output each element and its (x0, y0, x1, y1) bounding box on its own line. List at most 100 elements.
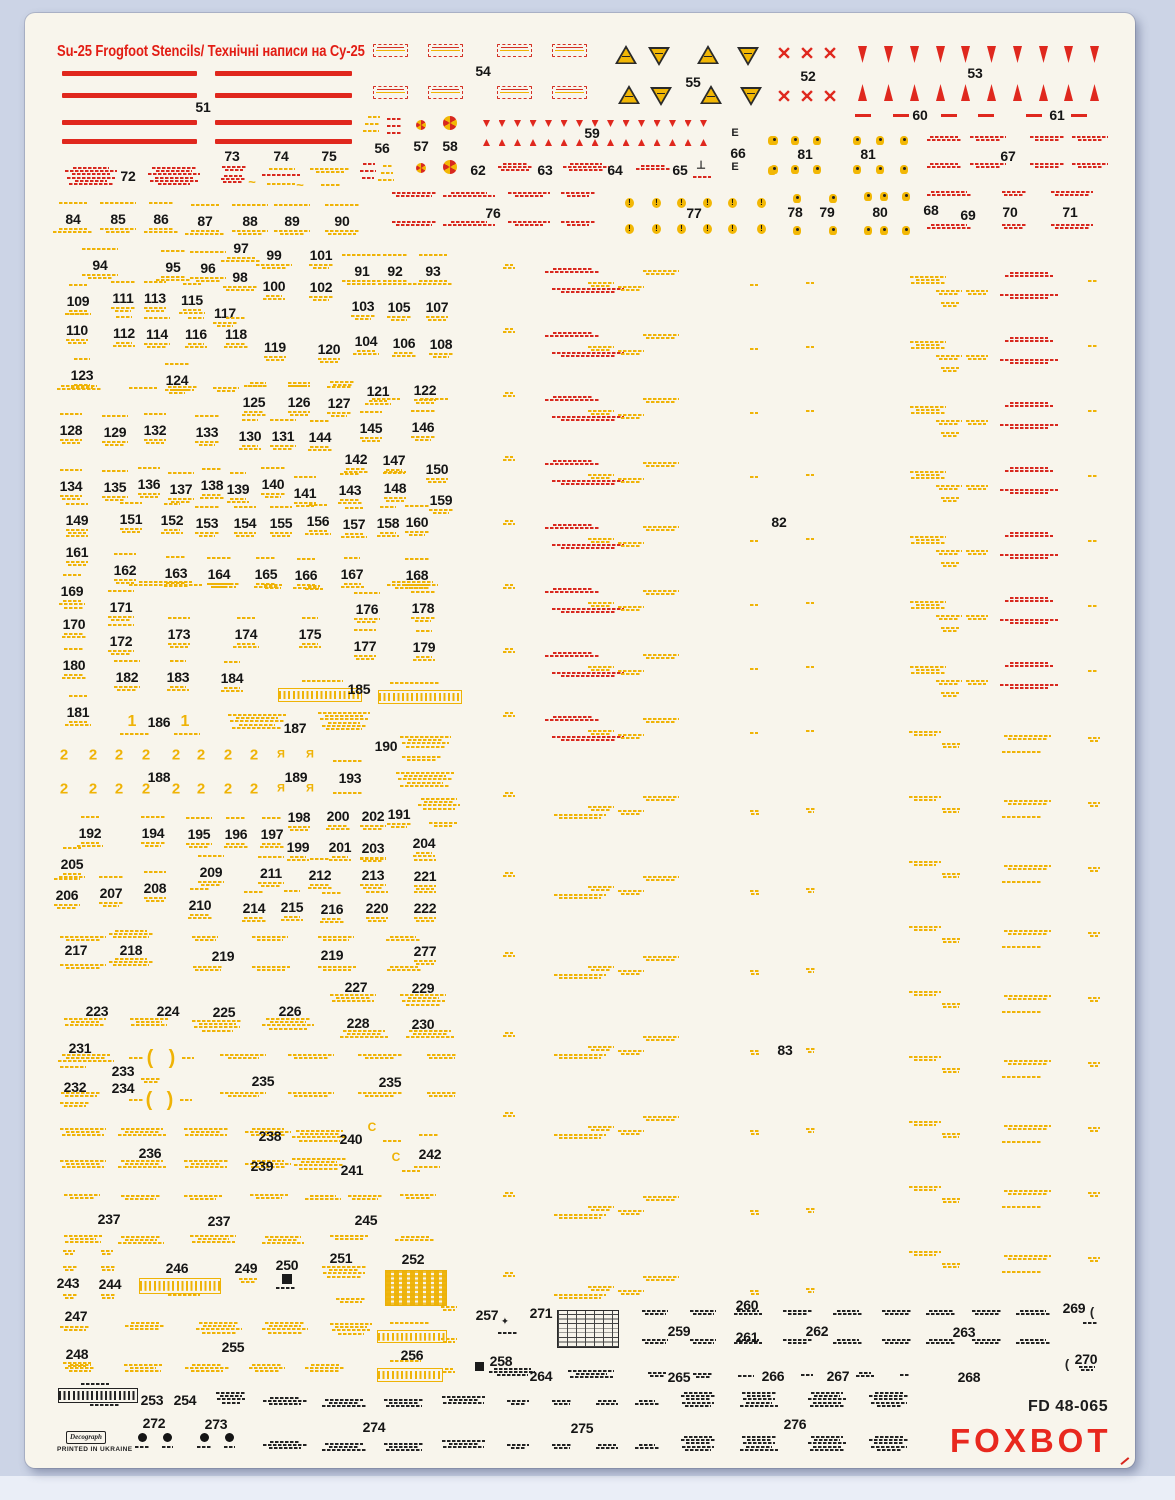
stencil-text-block (182, 1160, 230, 1170)
stencil-text-block (936, 420, 962, 426)
tiny-triangle-decal (545, 120, 552, 127)
stencil-text-block (635, 1400, 659, 1406)
stencil-text-block (118, 502, 144, 505)
stencil-text-block (1002, 751, 1042, 754)
decograph-logo: Decograph (66, 1431, 106, 1444)
stencil-text-block (359, 177, 377, 180)
stencil-text-block (503, 1272, 515, 1278)
decal-number-label: 112 (113, 325, 135, 341)
stencil-text-block (1000, 800, 1055, 806)
stencil-text-block (297, 643, 323, 649)
stencil-text-block (415, 1134, 443, 1137)
stencil-text-block (545, 588, 600, 594)
decal-number-label: 125 (242, 394, 266, 410)
stencil-text-block (404, 531, 430, 537)
decal-number-label: 222 (413, 900, 437, 916)
stencil-text-block (140, 842, 166, 848)
printed-in-label: PRINTED IN UKRAINE (57, 1446, 133, 1453)
decal-number-label: 200 (326, 808, 350, 824)
stencil-text-block (268, 532, 294, 538)
stencil-text-block (61, 633, 87, 639)
stencil-text-block (153, 276, 193, 282)
stencil-text-block (908, 1056, 942, 1062)
decal-number-label: 85 (110, 211, 126, 227)
decal-number-label: 78 (787, 204, 803, 220)
stencil-text-block (183, 343, 209, 349)
stencil-text-block (940, 432, 960, 438)
decal-number-label: 251 (329, 1250, 353, 1266)
stencil-text-block (550, 1444, 574, 1450)
tiny-triangle-decal (529, 139, 537, 146)
stencil-text-block (412, 891, 438, 894)
decal-number-label: 198 (287, 809, 311, 825)
stencil-text-block (880, 1310, 914, 1316)
stencil-text-block (560, 221, 596, 227)
decal-number-label: 106 (392, 335, 416, 351)
stencil-text-block (1002, 1011, 1042, 1014)
stencil-text-block (1088, 540, 1098, 543)
stencil-text-block (964, 355, 990, 361)
stencil-text-block (1000, 1060, 1055, 1066)
stencil-text-block (503, 792, 515, 798)
stencil-text-block (418, 798, 460, 811)
stencil-text-block (440, 1338, 458, 1344)
stencil-text-block (552, 736, 624, 742)
decal-number-label: 229 (411, 980, 435, 996)
stencil-text-block (506, 1444, 530, 1450)
decal-number-label: 242 (418, 1146, 442, 1162)
decal-number-label: 105 (387, 299, 411, 315)
warning-bulb-icon (864, 226, 872, 235)
stencil-text-block (618, 350, 644, 356)
stencil-text-block (398, 736, 453, 749)
stencil-text-block (319, 892, 345, 895)
stencil-text-block (1000, 1125, 1055, 1131)
glyph-decal: ~ (248, 174, 256, 190)
warning-bulb-icon (770, 136, 778, 145)
stencil-text-block (1003, 402, 1055, 408)
decal-number-label: 89 (284, 213, 300, 229)
decal-number-label: 111 (112, 290, 134, 306)
decal-number-label: 274 (362, 1419, 386, 1435)
tiny-triangle-decal (638, 120, 645, 127)
stencil-text-block (128, 387, 158, 390)
decal-number-label: 261 (735, 1329, 759, 1345)
decal-number-label: 155 (269, 515, 293, 531)
decal-number-label: 116 (185, 326, 207, 342)
tiny-triangle-decal (498, 139, 506, 146)
stencil-text-block (114, 686, 140, 692)
stencil-text-block (806, 808, 816, 814)
stencil-text-block (395, 1236, 435, 1242)
stencil-text-block (140, 816, 166, 819)
stencil-text-block (144, 317, 170, 320)
decal-number-label: 66 (730, 145, 746, 161)
red-arrow-decal (884, 46, 893, 63)
stencil-text-block (750, 412, 758, 415)
stencil-text-block (128, 1057, 144, 1060)
stencil-text-block (380, 172, 394, 175)
stencil-text-block (588, 730, 614, 736)
stencil-text-block (550, 1294, 610, 1300)
stencil-text-block (341, 507, 367, 510)
stencil-text-block (341, 533, 367, 539)
stencil-text-block (308, 168, 352, 174)
stencil-text-block (588, 346, 614, 352)
warning-bulb-icon (902, 192, 910, 201)
stencil-text-block (428, 353, 454, 359)
stencil-text-block (159, 1446, 176, 1449)
stencil-text-block (440, 1396, 487, 1406)
decal-number-label: 108 (429, 336, 453, 352)
stencil-text-block (183, 317, 209, 320)
stencil-text-block (618, 542, 644, 548)
stencil-text-block (545, 716, 600, 722)
stencil-text-block (404, 558, 430, 561)
decal-number-label: 270 (1074, 1351, 1098, 1367)
stencil-text-block (223, 343, 249, 349)
stencil-text-block (279, 890, 305, 893)
decal-number-label: 260 (735, 1297, 759, 1313)
stencil-text-block (241, 891, 267, 894)
decal-number-label: 124 (165, 372, 189, 388)
stencil-text-block (219, 175, 247, 185)
stencil-text-block (390, 682, 440, 685)
red-arrow-decal (1090, 46, 1099, 63)
warning-triangle-icon (740, 87, 762, 106)
